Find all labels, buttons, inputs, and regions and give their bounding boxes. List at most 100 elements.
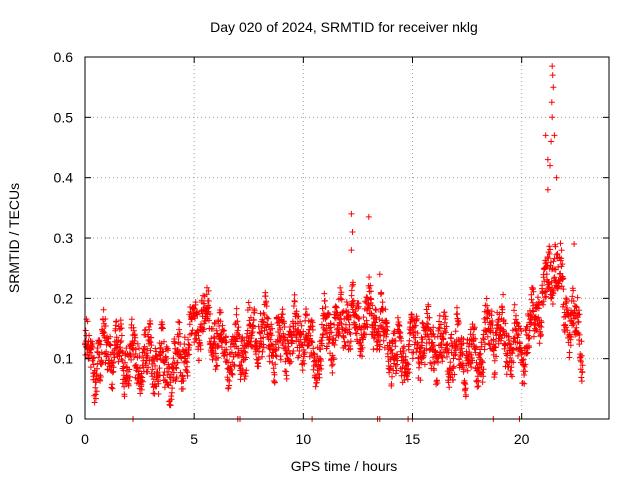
data-point <box>506 333 512 340</box>
data-point <box>217 332 224 339</box>
data-point <box>544 186 551 193</box>
data-point <box>536 340 543 347</box>
data-point <box>122 359 128 366</box>
data-point <box>380 337 387 344</box>
data-point <box>487 325 494 332</box>
data-point <box>268 332 275 339</box>
data-point <box>440 335 447 342</box>
data-point <box>435 325 442 332</box>
data-point <box>392 343 399 350</box>
data-point <box>259 318 266 325</box>
data-point <box>322 327 329 334</box>
data-point <box>301 360 308 367</box>
data-point <box>570 298 577 305</box>
data-point <box>152 362 159 369</box>
y-tick-label: 0.4 <box>54 170 74 186</box>
data-point <box>530 308 537 315</box>
data-point <box>520 356 527 363</box>
data-point <box>376 271 383 278</box>
data-point <box>186 321 193 328</box>
data-point <box>493 353 500 360</box>
data-point <box>156 365 163 372</box>
data-point <box>434 380 441 386</box>
data-point <box>378 290 385 297</box>
data-point <box>272 352 279 359</box>
data-point <box>462 385 469 392</box>
data-point <box>296 348 303 354</box>
data-point <box>206 317 212 324</box>
data-point <box>267 336 274 343</box>
data-point <box>161 384 168 391</box>
data-point <box>511 307 517 314</box>
data-point <box>191 305 198 312</box>
data-point <box>241 348 248 355</box>
data-point <box>435 359 441 366</box>
data-point <box>444 353 450 360</box>
data-point <box>211 335 218 342</box>
data-point <box>574 294 581 301</box>
data-point <box>318 321 325 328</box>
data-point <box>506 340 513 347</box>
data-point <box>564 327 571 334</box>
data-point <box>552 243 559 250</box>
data-point <box>389 338 396 345</box>
data-point <box>155 391 162 397</box>
data-point <box>233 305 240 312</box>
data-point <box>401 356 408 363</box>
data-point <box>388 381 395 387</box>
data-point <box>508 364 515 371</box>
data-point <box>559 261 566 268</box>
data-point <box>577 366 584 373</box>
data-point <box>332 337 339 344</box>
data-point <box>293 308 300 315</box>
data-point <box>159 321 166 328</box>
axis-ticks: 0 0.1 0.2 0.3 0.4 0.5 0.6 0 5 10 15 20 <box>54 49 609 447</box>
data-point <box>514 320 521 327</box>
data-point <box>165 361 172 368</box>
data-point <box>563 296 570 303</box>
data-point <box>570 321 577 327</box>
data-point <box>163 355 170 362</box>
data-point <box>291 291 298 298</box>
data-point <box>421 361 428 368</box>
data-point <box>174 359 181 366</box>
data-point <box>308 338 315 344</box>
data-point <box>516 340 523 347</box>
data-point <box>118 332 125 339</box>
data-point <box>563 324 570 331</box>
data-point <box>515 332 522 339</box>
data-point <box>220 328 227 335</box>
data-point <box>525 335 532 342</box>
data-point <box>148 342 155 349</box>
data-point <box>196 357 202 364</box>
data-point <box>263 303 270 310</box>
plot-area-frame <box>84 56 610 420</box>
data-point <box>268 321 275 328</box>
data-point <box>173 374 180 381</box>
data-point <box>479 379 486 386</box>
data-point <box>426 314 433 321</box>
data-point <box>242 373 249 380</box>
data-point <box>383 331 390 338</box>
data-point <box>575 318 582 325</box>
data-point <box>550 84 557 91</box>
data-point <box>358 342 365 349</box>
data-point <box>91 399 98 406</box>
data-point <box>475 383 482 390</box>
data-point <box>244 327 251 334</box>
data-point <box>137 373 144 380</box>
data-point <box>293 334 300 341</box>
data-point <box>347 346 354 353</box>
data-point <box>177 330 183 337</box>
data-point <box>363 331 369 338</box>
data-point <box>491 343 498 350</box>
y-axis-label: SRMTID / TECUs <box>6 183 22 293</box>
data-point <box>218 344 225 351</box>
data-point <box>543 293 550 300</box>
data-point <box>137 365 143 372</box>
data-point <box>557 240 564 247</box>
data-point <box>189 327 196 334</box>
data-point <box>406 337 413 344</box>
data-point <box>513 312 519 319</box>
data-point <box>425 303 432 310</box>
